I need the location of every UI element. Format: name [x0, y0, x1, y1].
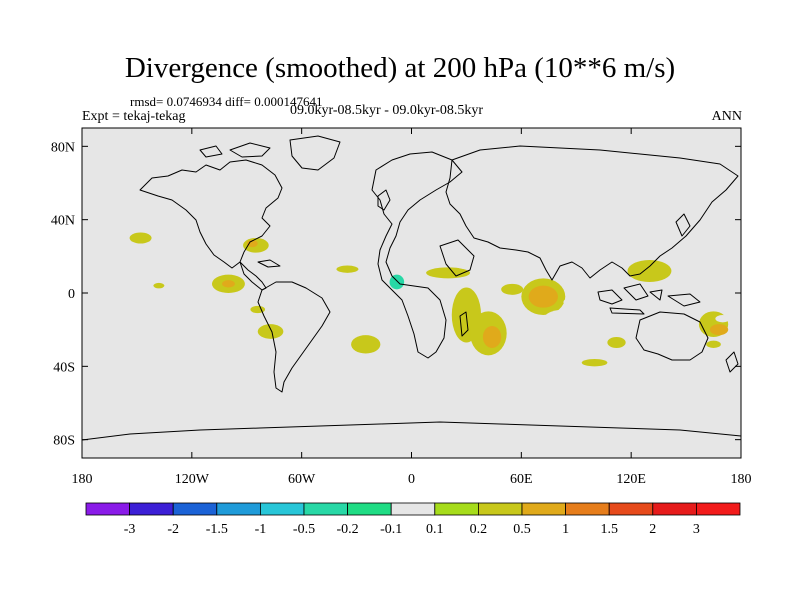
- coastlines: [82, 135, 741, 441]
- contour-region-36: [592, 261, 615, 277]
- experiment-label: Expt = tekaj-tekag: [82, 109, 186, 124]
- contour-fill-layer: [85, 230, 731, 367]
- contour-region-18: [325, 333, 359, 348]
- contour-region-22: [451, 256, 525, 271]
- colorbar-label-5: -0.2: [337, 522, 359, 537]
- colorbar: -3 -2 -1.5 -1 -0.5 -0.2 -0.1 0.1 0.2 0.5 1 1.5 2 3: [85, 502, 741, 537]
- colorbar-label-11: 1.5: [600, 522, 618, 537]
- contour-region-31: [545, 309, 590, 325]
- colorbar-label-6: -0.1: [380, 522, 402, 537]
- colorbar-label-13: 3: [693, 522, 700, 537]
- y-tick-label-3: 40S: [53, 360, 75, 375]
- contour-region-12: [299, 276, 322, 288]
- contour-region-20: [411, 298, 438, 310]
- contour-region-32: [563, 296, 590, 308]
- contour-region-19: [351, 335, 381, 354]
- contour-region-7: [265, 260, 288, 271]
- colorbar-label-3: -1: [255, 522, 267, 537]
- contour-region-33: [581, 296, 655, 319]
- x-tick-label-4: 60E: [510, 472, 533, 487]
- contour-region-43: [581, 359, 608, 367]
- colorbar-label-10: 1: [562, 522, 569, 537]
- colorbar-label-0: -3: [124, 522, 136, 537]
- colorbar-swatch-14: [696, 502, 741, 516]
- contour-region-30: [501, 283, 524, 295]
- contour-region-45: [173, 349, 192, 358]
- colorbar-swatch-6: [347, 502, 392, 516]
- contour-region-40: [706, 340, 721, 349]
- y-axis-ticks: 80N 40N 0 40S 80S: [51, 140, 741, 449]
- x-tick-label-1: 120W: [175, 472, 210, 487]
- colorbar-swatch-7: [390, 502, 436, 516]
- colorbar-swatch-4: [259, 502, 305, 516]
- stats-text: rmsd= 0.0746934 diff= 0.000147641: [130, 94, 323, 109]
- colorbar-swatch-11: [565, 502, 610, 516]
- contour-region-11: [312, 230, 328, 238]
- contour-region-41: [85, 329, 97, 338]
- x-tick-label-2: 60W: [288, 472, 316, 487]
- colorbar-label-2: -1.5: [206, 522, 228, 537]
- contour-region-14: [336, 265, 359, 273]
- colorbar-swatch-13: [652, 502, 697, 516]
- contour-region-4: [190, 302, 223, 314]
- contour-region-29: [528, 285, 558, 308]
- x-axis-ticks: 180 120W 60W 0 60E 120E 180: [72, 128, 752, 487]
- contour-region-17: [338, 307, 375, 319]
- colorbar-label-7: 0.1: [426, 522, 444, 537]
- colorbar-swatch-2: [172, 502, 218, 516]
- contour-region-8: [250, 305, 266, 314]
- plot-background: [82, 128, 741, 458]
- contour-region-38: [709, 324, 729, 336]
- x-tick-label-6: 180: [731, 472, 752, 487]
- colorbar-label-9: 0.5: [513, 522, 531, 537]
- contour-region-9: [122, 333, 152, 348]
- contour-region-21: [426, 267, 471, 279]
- contour-region-15: [389, 274, 405, 290]
- x-tick-label-3: 0: [408, 472, 415, 487]
- y-tick-label-1: 40N: [51, 214, 75, 229]
- contour-region-13: [336, 254, 370, 270]
- colorbar-label-8: 0.2: [470, 522, 488, 537]
- contour-region-44: [607, 337, 626, 348]
- contour-region-35: [627, 260, 672, 282]
- colorbar-label-1: -2: [167, 522, 179, 537]
- contour-region-3: [222, 280, 235, 288]
- colorbar-swatch-5: [303, 502, 348, 516]
- contour-region-27: [482, 326, 502, 348]
- colorbar-swatch-3: [216, 502, 261, 516]
- y-tick-label-4: 80S: [53, 434, 75, 449]
- x-tick-label-5: 120E: [616, 472, 646, 487]
- colorbar-swatch-8: [434, 502, 479, 516]
- contour-region-6: [246, 239, 258, 248]
- y-tick-label-2: 0: [68, 287, 75, 302]
- colorbar-swatch-9: [477, 502, 523, 516]
- contour-region-42: [550, 351, 584, 363]
- season-label: ANN: [711, 109, 742, 124]
- x-tick-label-0: 180: [72, 472, 93, 487]
- colorbar-label-12: 2: [649, 522, 656, 537]
- contour-region-16: [427, 282, 439, 290]
- contour-region-23: [512, 252, 623, 268]
- period-label: 09.0kyr-08.5kyr - 09.0kyr-08.5kyr: [290, 103, 484, 118]
- colorbar-label-4: -0.5: [293, 522, 315, 537]
- contour-region-0: [129, 232, 152, 244]
- colorbar-swatch-1: [129, 502, 174, 516]
- contour-region-1: [153, 282, 165, 289]
- colorbar-swatch-12: [608, 502, 654, 516]
- contour-region-10: [257, 324, 284, 339]
- contour-region-34: [618, 331, 663, 347]
- colorbar-swatch-0: [85, 502, 130, 516]
- y-tick-label-0: 80N: [51, 140, 75, 155]
- chart-title: Divergence (smoothed) at 200 hPa (10**6 …: [124, 52, 676, 84]
- contour-region-39: [715, 315, 731, 323]
- colorbar-swatch-10: [521, 502, 566, 516]
